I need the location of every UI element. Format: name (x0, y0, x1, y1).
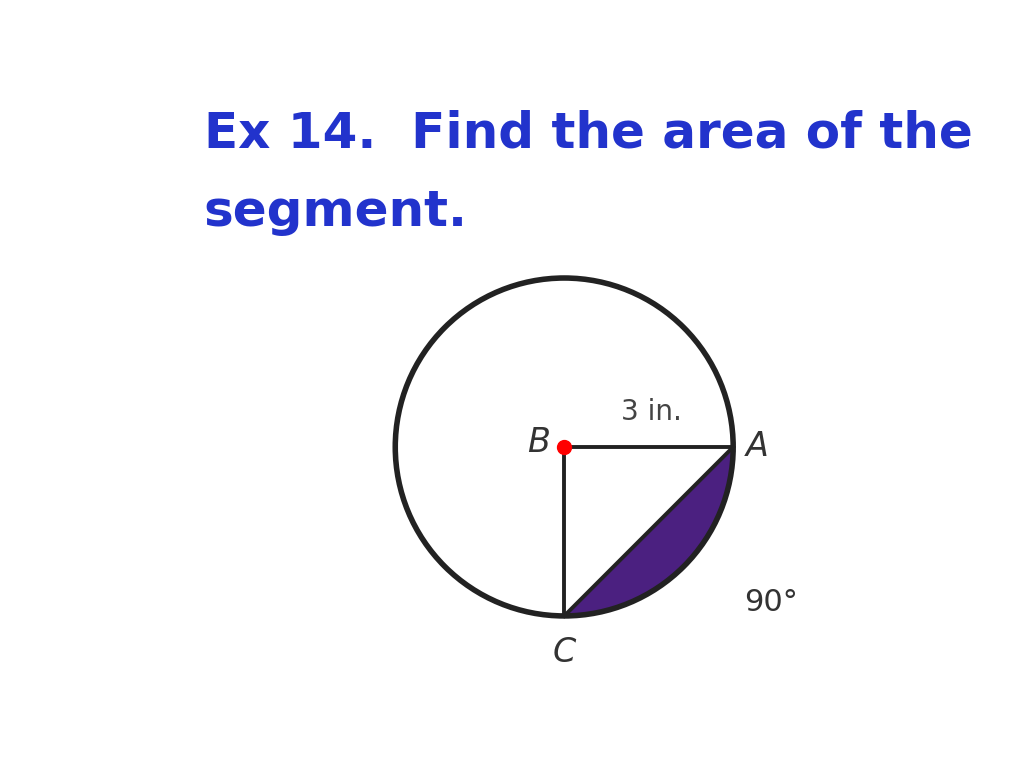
Polygon shape (564, 447, 733, 616)
Text: C: C (553, 636, 575, 669)
Text: 3 in.: 3 in. (622, 398, 682, 425)
Text: segment.: segment. (204, 188, 468, 236)
Text: A: A (745, 431, 768, 463)
Text: 90°: 90° (744, 588, 799, 617)
Point (556, 441, 572, 453)
Text: B: B (527, 426, 550, 459)
Text: Ex 14.  Find the area of the: Ex 14. Find the area of the (204, 109, 973, 157)
